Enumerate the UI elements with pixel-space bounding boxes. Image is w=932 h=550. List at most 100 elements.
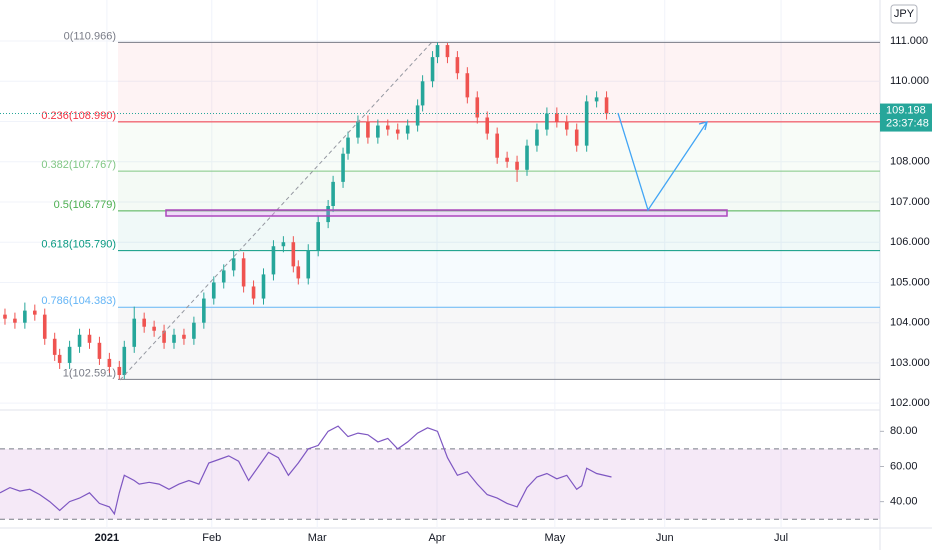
candle-body [23,310,27,323]
candle-body [13,318,17,323]
fib-level-label: 0.786(104.383) [41,295,116,307]
fib-level-label: 0.382(107.767) [41,159,116,171]
candle-body [366,121,370,138]
candle-body [346,137,350,154]
candle-body [395,129,400,134]
candle-body [202,298,206,323]
candle-body [3,314,7,319]
candle-body [435,45,440,58]
fib-band [118,171,880,211]
fib-level-label: 0.236(108.990) [41,110,116,122]
y-tick-label: 102.000 [890,397,930,409]
y-tick-label: 110.000 [890,75,929,87]
candle-body [415,105,420,126]
candle-body [211,282,216,299]
candle-body [281,242,286,247]
candle-body [420,81,425,106]
rsi-band [0,448,880,520]
candle-body [604,97,609,114]
candle-body [152,326,156,331]
x-tick-label: Feb [202,532,221,544]
currency: JPY [894,8,915,20]
fib-band [118,121,880,172]
candle-body [251,286,256,299]
fib-band [118,210,880,251]
candle-body [475,97,480,118]
y-tick-label: 80.00 [890,425,918,437]
y-tick-label: 104.000 [890,317,930,329]
candle-body [326,206,330,223]
candle-body [465,73,470,98]
candle-body [445,45,450,58]
candle-body [376,125,380,138]
fib-band [118,42,880,122]
candle-body [545,113,549,130]
y-tick-label: 40.00 [890,496,918,508]
candle-body [87,334,92,343]
candle-body [564,121,569,130]
candle-body [331,181,335,207]
candle-body [385,125,390,130]
candle-body [172,334,176,343]
candle-body [231,258,236,271]
fib-level-label: 1(102.591) [63,367,116,379]
currency-box[interactable] [890,4,918,24]
candle-body [594,97,599,102]
x-tick-label: Jun [656,532,674,544]
candle-body [117,366,122,375]
candle-body [356,121,360,138]
candle-body [221,270,226,283]
rsi-line [0,425,612,516]
candle-body [405,125,410,134]
last-price-label: 109.198 [886,104,926,116]
arrow-head [698,121,708,131]
candle-body [485,117,490,134]
candle-body [67,346,72,363]
fib-band [118,307,880,380]
candle-body [296,266,301,279]
y-tick-label: 103.000 [890,357,930,369]
countdown-label: 23:37:48 [886,117,929,129]
candle-body [584,101,589,146]
candle-body [107,358,112,367]
candle-body [142,318,146,327]
candle-body [455,57,460,74]
candle-body [574,129,579,146]
candle-body [52,338,57,355]
candle-body [495,133,499,158]
candle-body [57,354,62,363]
y-tick-label: 60.00 [890,460,918,472]
y-tick-label: 107.000 [890,196,930,208]
candle-body [430,57,435,82]
candle-body [316,222,320,251]
candle-body [33,310,37,315]
fib-level-label: 0.618(105.790) [41,239,116,251]
y-tick-label: 111.000 [890,35,928,47]
candle-body [271,246,276,275]
candle-body [122,346,127,375]
candle-body [291,242,296,267]
x-tick-label: May [544,532,565,544]
candle-body [182,334,186,339]
candle-body [162,330,166,343]
last-price-tag [880,103,932,132]
fib-level-label: 0(110.966) [64,30,116,42]
candle-body [555,113,559,122]
candle-body [132,318,137,347]
candle-body [535,129,539,146]
x-tick-label: Mar [308,532,327,544]
candle-body [525,145,529,170]
candle-body [306,250,311,279]
candle-body [241,258,246,287]
y-tick-label: 106.000 [890,236,930,248]
projection-arrow [617,112,708,212]
candle-body [97,342,102,359]
candle-body [261,274,266,299]
candle-body [515,161,519,170]
y-tick-label: 105.000 [890,276,930,288]
x-tick-label: Jul [774,532,788,544]
x-tick-label: Apr [428,532,445,544]
candle-body [192,322,196,339]
